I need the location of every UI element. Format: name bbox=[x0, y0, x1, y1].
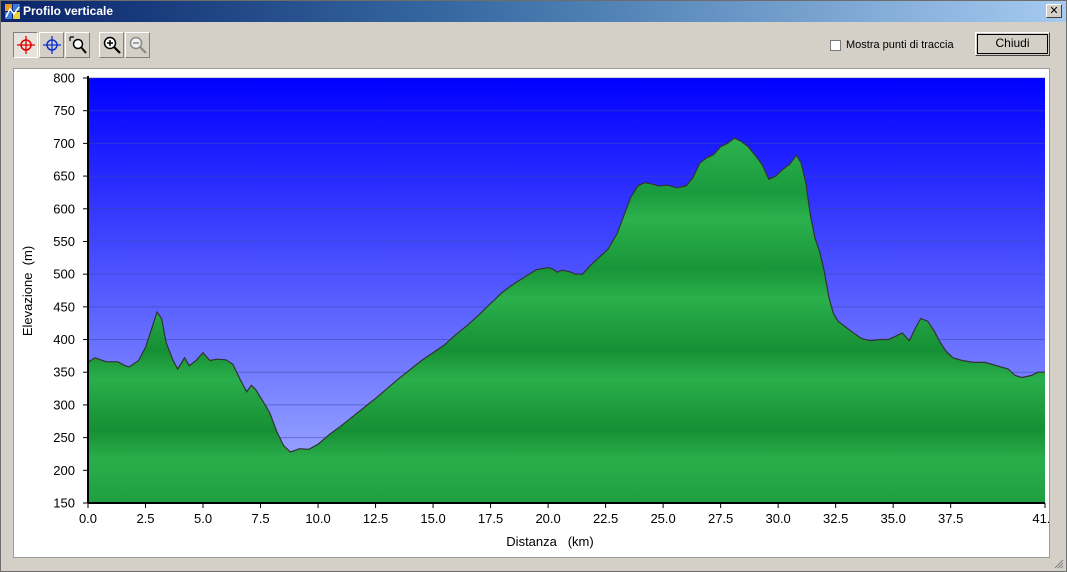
window-title: Profilo verticale bbox=[23, 4, 114, 18]
resize-grip-icon[interactable] bbox=[1052, 557, 1064, 569]
x-tick-label: 15.0 bbox=[420, 511, 445, 526]
y-tick-label: 700 bbox=[53, 136, 75, 151]
x-tick-label: 12.5 bbox=[363, 511, 388, 526]
title-bar[interactable]: Profilo verticale ✕ bbox=[1, 1, 1066, 22]
x-tick-label: 32.5 bbox=[823, 511, 848, 526]
crosshair-blue-icon bbox=[43, 36, 61, 54]
x-tick-label: 20.0 bbox=[535, 511, 560, 526]
x-tick-label: 7.5 bbox=[251, 511, 269, 526]
zoom-window-tool-button[interactable] bbox=[65, 32, 90, 58]
x-tick-label: 27.5 bbox=[708, 511, 733, 526]
window-close-button[interactable]: ✕ bbox=[1046, 4, 1062, 18]
crosshair-red-icon bbox=[17, 36, 35, 54]
y-tick-label: 150 bbox=[53, 496, 75, 511]
y-tick-label: 500 bbox=[53, 267, 75, 282]
y-tick-label: 350 bbox=[53, 365, 75, 380]
crosshair-blue-tool-button[interactable] bbox=[39, 32, 64, 58]
elevation-area bbox=[88, 138, 1045, 503]
y-tick-label: 600 bbox=[53, 201, 75, 216]
zoom-out-button[interactable] bbox=[125, 32, 150, 58]
zoom-in-button[interactable] bbox=[99, 32, 124, 58]
zoom-in-icon bbox=[103, 36, 121, 54]
y-tick-label: 650 bbox=[53, 169, 75, 184]
x-axis-label: Distanza (km) bbox=[506, 534, 593, 549]
y-tick-label: 400 bbox=[53, 332, 75, 347]
x-tick-label: 10.0 bbox=[305, 511, 330, 526]
x-tick-label: 30.0 bbox=[765, 511, 790, 526]
x-tick-label: 17.5 bbox=[478, 511, 503, 526]
x-tick-label: 25.0 bbox=[650, 511, 675, 526]
axes bbox=[87, 76, 1045, 504]
x-tick-label: 2.5 bbox=[136, 511, 154, 526]
y-tick-label: 450 bbox=[53, 299, 75, 314]
app-icon bbox=[5, 4, 20, 19]
x-tick-label: 0.0 bbox=[79, 511, 97, 526]
y-tick-label: 300 bbox=[53, 397, 75, 412]
y-axis-label: Elevazione (m) bbox=[20, 246, 35, 336]
x-tick-label: 22.5 bbox=[593, 511, 618, 526]
close-icon: ✕ bbox=[1049, 4, 1059, 17]
x-tick-label: 35.0 bbox=[881, 511, 906, 526]
y-axis-ticks: 150 200 250 300 350 400 450 500 550 600 650 700 750 8… bbox=[53, 71, 88, 511]
y-tick-label: 800 bbox=[53, 71, 75, 86]
elevation-chart-panel: 0.0 2.5 5.0 7.5 10.0 12.5 15.0 17.5 20.0 22.5 25.0… bbox=[13, 68, 1050, 558]
y-tick-label: 250 bbox=[53, 430, 75, 445]
y-tick-label: 550 bbox=[53, 234, 75, 249]
terrain-area bbox=[87, 137, 1045, 503]
show-track-points-label: Mostra punti di traccia bbox=[846, 39, 954, 51]
show-track-points-checkbox[interactable] bbox=[830, 40, 841, 51]
elevation-line bbox=[87, 137, 1045, 453]
x-tick-label: 41.6 bbox=[1032, 511, 1049, 526]
x-axis-ticks: 0.0 2.5 5.0 7.5 10.0 12.5 15.0 17.5 20.0 22.5 25.0… bbox=[79, 503, 1049, 526]
y-tick-label: 750 bbox=[53, 103, 75, 118]
elevation-profile-chart: 0.0 2.5 5.0 7.5 10.0 12.5 15.0 17.5 20.0 22.5 25.0… bbox=[20, 71, 1049, 550]
x-tick-label: 5.0 bbox=[194, 511, 212, 526]
crosshair-red-tool-button[interactable] bbox=[13, 32, 38, 58]
close-dialog-button[interactable]: Chiudi bbox=[975, 32, 1050, 56]
zoom-window-icon bbox=[69, 36, 87, 54]
zoom-out-icon bbox=[129, 36, 147, 54]
y-tick-label: 200 bbox=[53, 463, 75, 478]
x-tick-label: 37.5 bbox=[938, 511, 963, 526]
